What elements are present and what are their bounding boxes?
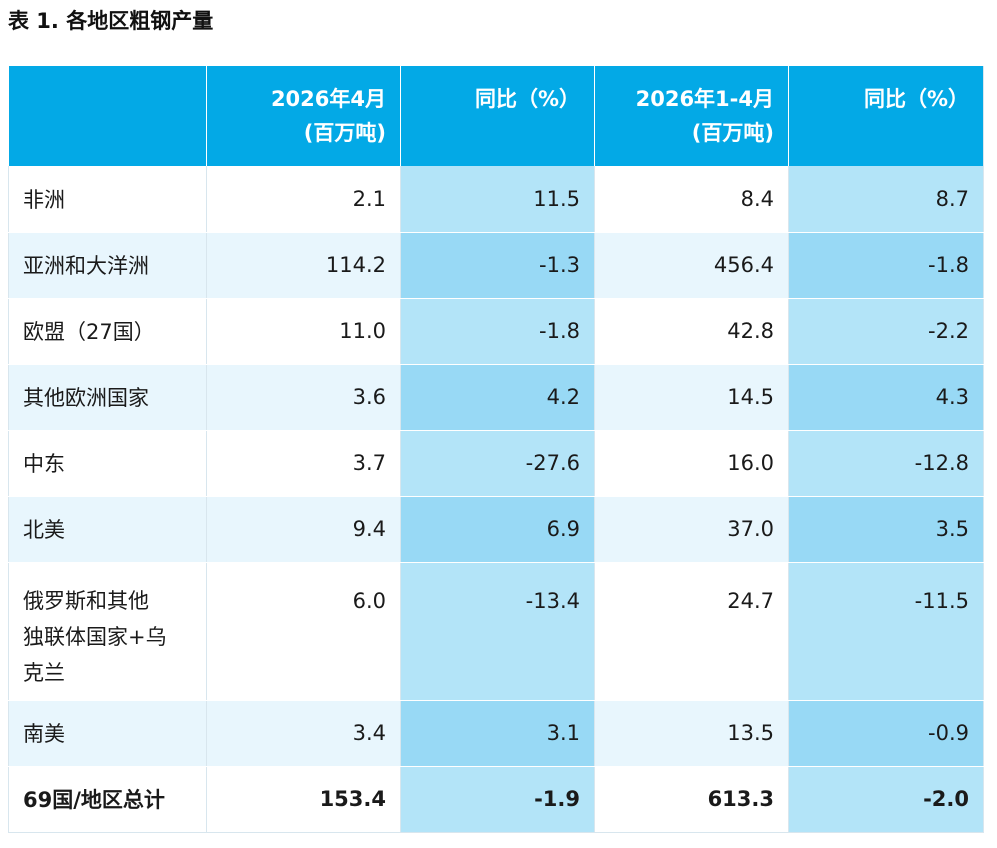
region-cell: 中东: [8, 430, 207, 497]
ytd-yoy-cell: -0.9: [788, 700, 984, 767]
header-month-line1: 2026年4月: [270, 87, 386, 111]
ytd-yoy-cell: -2.2: [788, 298, 984, 365]
header-ytd-yoy: 同比（%）: [788, 66, 984, 166]
table-row: 北美 9.4 6.9 37.0 3.5: [8, 496, 984, 563]
month-cell: 3.6: [206, 364, 401, 431]
month-yoy-cell: 11.5: [400, 166, 595, 233]
ytd-cell: 42.8: [594, 298, 789, 365]
ytd-cell: 456.4: [594, 232, 789, 299]
month-cell: 114.2: [206, 232, 401, 299]
total-ytd-cell: 613.3: [594, 766, 789, 833]
region-line: 独联体国家+乌: [23, 624, 167, 649]
region-line: 俄罗斯和其他: [23, 588, 149, 613]
month-yoy-cell: 3.1: [400, 700, 595, 767]
month-cell: 3.7: [206, 430, 401, 497]
table-row: 非洲 2.1 11.5 8.4 8.7: [8, 166, 984, 233]
region-cell: 南美: [8, 700, 207, 767]
ytd-cell: 14.5: [594, 364, 789, 431]
month-yoy-cell: -27.6: [400, 430, 595, 497]
table-title: 表 1. 各地区粗钢产量: [8, 9, 214, 33]
header-ytd: 2026年1-4月 (百万吨): [594, 66, 789, 166]
ytd-yoy-cell: -11.5: [788, 562, 984, 701]
ytd-yoy-cell: 4.3: [788, 364, 984, 431]
table-row: 俄罗斯和其他 独联体国家+乌 克兰 6.0 -13.4 24.7 -11.5: [8, 562, 984, 701]
ytd-cell: 16.0: [594, 430, 789, 497]
header-month-line2: (百万吨): [303, 121, 386, 145]
month-cell: 11.0: [206, 298, 401, 365]
region-cell: 非洲: [8, 166, 207, 233]
region-cell: 俄罗斯和其他 独联体国家+乌 克兰: [8, 562, 207, 701]
month-cell: 6.0: [206, 562, 401, 701]
total-region-cell: 69国/地区总计: [8, 766, 207, 833]
month-yoy-cell: 6.9: [400, 496, 595, 563]
total-row: 69国/地区总计 153.4 -1.9 613.3 -2.0: [8, 766, 984, 833]
ytd-cell: 24.7: [594, 562, 789, 701]
header-row: 2026年4月 (百万吨) 同比（%） 2026年1-4月 (百万吨) 同比（%…: [8, 66, 984, 166]
table-row: 南美 3.4 3.1 13.5 -0.9: [8, 700, 984, 767]
month-cell: 3.4: [206, 700, 401, 767]
header-month: 2026年4月 (百万吨): [206, 66, 401, 166]
ytd-yoy-cell: 8.7: [788, 166, 984, 233]
total-month-yoy-cell: -1.9: [400, 766, 595, 833]
ytd-cell: 13.5: [594, 700, 789, 767]
month-cell: 2.1: [206, 166, 401, 233]
month-cell: 9.4: [206, 496, 401, 563]
region-line: 克兰: [23, 660, 65, 685]
table-row: 中东 3.7 -27.6 16.0 -12.8: [8, 430, 984, 497]
total-month-cell: 153.4: [206, 766, 401, 833]
month-yoy-cell: -1.8: [400, 298, 595, 365]
header-ytd-line1: 2026年1-4月: [635, 87, 774, 111]
table-row: 其他欧洲国家 3.6 4.2 14.5 4.3: [8, 364, 984, 431]
crude-steel-table: 2026年4月 (百万吨) 同比（%） 2026年1-4月 (百万吨) 同比（%…: [8, 66, 984, 833]
month-yoy-cell: -1.3: [400, 232, 595, 299]
ytd-cell: 8.4: [594, 166, 789, 233]
region-cell: 北美: [8, 496, 207, 563]
region-cell: 亚洲和大洋洲: [8, 232, 207, 299]
header-month-yoy: 同比（%）: [400, 66, 595, 166]
ytd-cell: 37.0: [594, 496, 789, 563]
header-region: [8, 66, 207, 166]
table-row: 亚洲和大洋洲 114.2 -1.3 456.4 -1.8: [8, 232, 984, 299]
ytd-yoy-cell: -1.8: [788, 232, 984, 299]
month-yoy-cell: 4.2: [400, 364, 595, 431]
header-ytd-line2: (百万吨): [691, 121, 774, 145]
ytd-yoy-cell: -12.8: [788, 430, 984, 497]
total-ytd-yoy-cell: -2.0: [788, 766, 984, 833]
month-yoy-cell: -13.4: [400, 562, 595, 701]
ytd-yoy-cell: 3.5: [788, 496, 984, 563]
table-row: 欧盟（27国） 11.0 -1.8 42.8 -2.2: [8, 298, 984, 365]
region-cell: 欧盟（27国）: [8, 298, 207, 365]
region-cell: 其他欧洲国家: [8, 364, 207, 431]
